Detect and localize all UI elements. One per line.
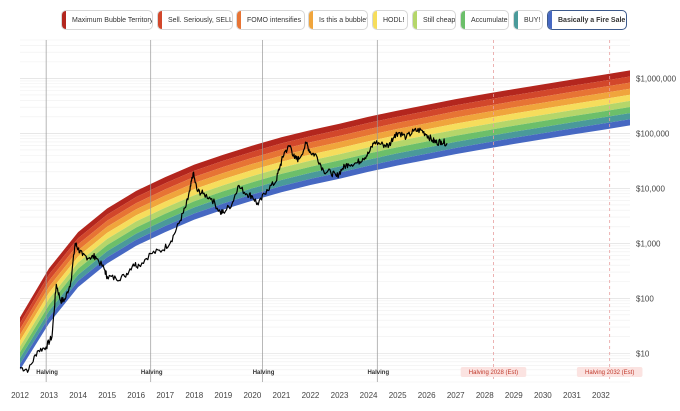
legend-label: BUY! <box>524 16 541 24</box>
x-tick-label: 2030 <box>534 391 552 400</box>
legend-item[interactable]: Basically a Fire Sale <box>547 10 627 30</box>
halving-lines: Halving Halving Halving Halving Halving 2028… <box>36 40 643 382</box>
y-tick-label: $100 <box>636 294 654 303</box>
legend-item[interactable]: Sell. Seriously, SELL! <box>157 10 233 30</box>
x-tick-label: 2016 <box>127 391 145 400</box>
price-line <box>19 127 448 373</box>
legend-label: Still cheap <box>423 16 456 24</box>
x-tick-label: 2014 <box>69 391 87 400</box>
legend-item[interactable]: BUY! <box>513 10 543 30</box>
halving-label: Halving 2028 (Est) <box>469 370 518 376</box>
price-line-group <box>19 127 448 373</box>
legend-label: FOMO intensifies <box>247 16 302 24</box>
x-tick-label: 2013 <box>40 391 58 400</box>
legend-swatch <box>309 11 313 29</box>
legend-swatch <box>413 11 417 29</box>
legend-label: Is this a bubble? <box>319 16 368 24</box>
legend-swatch <box>514 11 518 29</box>
x-tick-label: 2031 <box>563 391 581 400</box>
halving-label: Halving <box>36 370 58 376</box>
x-tick-label: 2022 <box>302 391 320 400</box>
legend-item[interactable]: Still cheap <box>412 10 456 30</box>
x-tick-label: 2027 <box>447 391 465 400</box>
x-tick-label: 2024 <box>360 391 378 400</box>
y-tick-label: $10 <box>636 349 650 358</box>
halving-label-bg <box>576 367 643 377</box>
y-axis-ticks: $10 $100 $1,000 $10,000 $100,000 $1,000,000 <box>636 74 677 358</box>
halving-label: Halving 2032 (Est) <box>585 370 634 376</box>
x-tick-label: 2015 <box>98 391 116 400</box>
y-tick-label: $100,000 <box>636 129 670 138</box>
y-tick-label: $10,000 <box>636 184 665 193</box>
legend-swatch <box>237 11 241 29</box>
x-tick-label: 2032 <box>592 391 610 400</box>
legend-swatch <box>461 11 465 29</box>
legend-label: Maximum Bubble Territory <box>72 16 153 24</box>
x-tick-label: 2021 <box>273 391 291 400</box>
y-tick-label: $1,000 <box>636 239 661 248</box>
halving-label-bg <box>460 367 527 377</box>
legend-swatch <box>548 11 552 29</box>
x-tick-label: 2018 <box>185 391 203 400</box>
legend-swatch <box>373 11 377 29</box>
halving-label: Halving <box>367 370 389 376</box>
x-tick-label: 2029 <box>505 391 523 400</box>
legend-label: Basically a Fire Sale <box>558 16 626 24</box>
legend-swatch <box>158 11 162 29</box>
x-tick-label: 2012 <box>11 391 29 400</box>
x-tick-label: 2023 <box>331 391 349 400</box>
halving-label: Halving <box>141 370 163 376</box>
x-tick-label: 2025 <box>389 391 407 400</box>
legend-label: Accumulate <box>471 16 508 24</box>
legend-item[interactable]: Maximum Bubble Territory <box>61 10 153 30</box>
legend-label: HODL! <box>383 16 405 24</box>
y-tick-label: $1,000,000 <box>636 74 677 83</box>
x-axis-ticks: 2012 2013 2014 2015 2016 2017 2018 2019 2020 2021… <box>11 391 610 400</box>
x-tick-label: 2026 <box>418 391 436 400</box>
legend-label: Sell. Seriously, SELL! <box>168 16 233 24</box>
legend: Maximum Bubble Territory Sell. Seriously,… <box>0 0 680 40</box>
x-tick-label: 2020 <box>243 391 261 400</box>
legend-item[interactable]: HODL! <box>372 10 408 30</box>
halving-label: Halving <box>253 370 275 376</box>
legend-swatch <box>62 11 66 29</box>
rainbow-bands <box>20 70 630 370</box>
x-tick-label: 2017 <box>156 391 174 400</box>
legend-item[interactable]: Accumulate <box>460 10 509 30</box>
x-tick-label: 2028 <box>476 391 494 400</box>
legend-item[interactable]: Is this a bubble? <box>308 10 368 30</box>
x-tick-label: 2019 <box>214 391 232 400</box>
legend-item[interactable]: FOMO intensifies <box>236 10 305 30</box>
